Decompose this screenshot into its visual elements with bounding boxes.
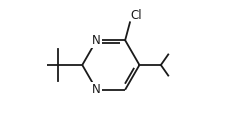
Text: N: N (92, 34, 101, 47)
Text: Cl: Cl (130, 9, 142, 22)
Text: N: N (92, 83, 101, 96)
